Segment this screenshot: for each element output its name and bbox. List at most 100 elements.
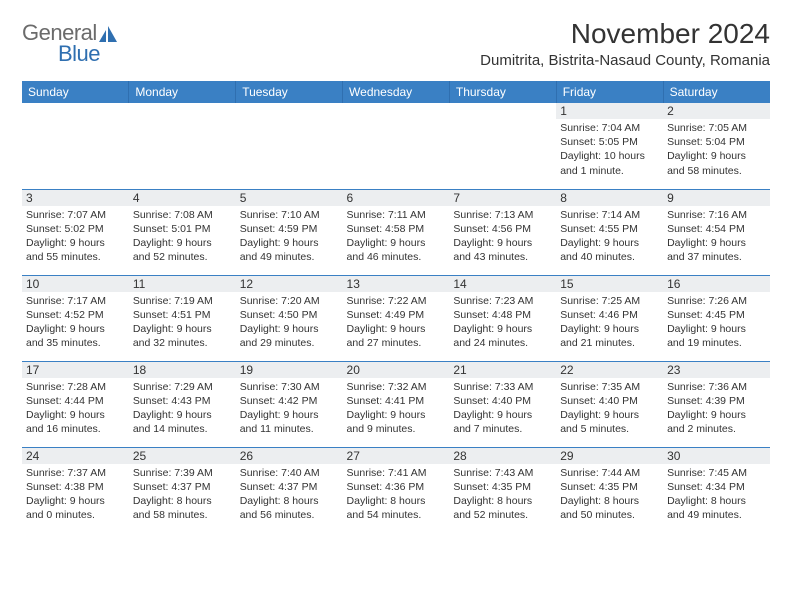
sunset-text: Sunset: 4:34 PM bbox=[667, 480, 766, 494]
day-number: 24 bbox=[22, 448, 129, 464]
day-info: Sunrise: 7:29 AMSunset: 4:43 PMDaylight:… bbox=[133, 380, 232, 437]
calendar-week: 10Sunrise: 7:17 AMSunset: 4:52 PMDayligh… bbox=[22, 275, 770, 361]
sunrise-text: Sunrise: 7:23 AM bbox=[453, 294, 552, 308]
daylight-text: Daylight: 8 hours and 56 minutes. bbox=[240, 494, 339, 522]
day-info: Sunrise: 7:14 AMSunset: 4:55 PMDaylight:… bbox=[560, 208, 659, 265]
calendar-day: 12Sunrise: 7:20 AMSunset: 4:50 PMDayligh… bbox=[236, 275, 343, 361]
calendar-day: 13Sunrise: 7:22 AMSunset: 4:49 PMDayligh… bbox=[343, 275, 450, 361]
calendar-day: 11Sunrise: 7:19 AMSunset: 4:51 PMDayligh… bbox=[129, 275, 236, 361]
sunset-text: Sunset: 5:02 PM bbox=[26, 222, 125, 236]
day-info: Sunrise: 7:32 AMSunset: 4:41 PMDaylight:… bbox=[347, 380, 446, 437]
daylight-text: Daylight: 8 hours and 54 minutes. bbox=[347, 494, 446, 522]
day-info: Sunrise: 7:30 AMSunset: 4:42 PMDaylight:… bbox=[240, 380, 339, 437]
calendar-day: 4Sunrise: 7:08 AMSunset: 5:01 PMDaylight… bbox=[129, 189, 236, 275]
day-number: 9 bbox=[663, 190, 770, 206]
brand-blue: Blue bbox=[58, 43, 100, 65]
day-number: 7 bbox=[449, 190, 556, 206]
sunset-text: Sunset: 4:55 PM bbox=[560, 222, 659, 236]
sunrise-text: Sunrise: 7:26 AM bbox=[667, 294, 766, 308]
calendar-day: 30Sunrise: 7:45 AMSunset: 4:34 PMDayligh… bbox=[663, 447, 770, 533]
sunset-text: Sunset: 4:46 PM bbox=[560, 308, 659, 322]
calendar-day: 26Sunrise: 7:40 AMSunset: 4:37 PMDayligh… bbox=[236, 447, 343, 533]
sunset-text: Sunset: 4:56 PM bbox=[453, 222, 552, 236]
sunset-text: Sunset: 4:43 PM bbox=[133, 394, 232, 408]
day-info: Sunrise: 7:11 AMSunset: 4:58 PMDaylight:… bbox=[347, 208, 446, 265]
calendar-day bbox=[449, 103, 556, 189]
day-number: 1 bbox=[556, 103, 663, 119]
calendar-week: 3Sunrise: 7:07 AMSunset: 5:02 PMDaylight… bbox=[22, 189, 770, 275]
sunrise-text: Sunrise: 7:11 AM bbox=[347, 208, 446, 222]
day-header: Monday bbox=[129, 81, 236, 103]
day-info: Sunrise: 7:45 AMSunset: 4:34 PMDaylight:… bbox=[667, 466, 766, 523]
sunset-text: Sunset: 4:37 PM bbox=[133, 480, 232, 494]
sunset-text: Sunset: 5:01 PM bbox=[133, 222, 232, 236]
sunrise-text: Sunrise: 7:36 AM bbox=[667, 380, 766, 394]
sunrise-text: Sunrise: 7:07 AM bbox=[26, 208, 125, 222]
day-info: Sunrise: 7:07 AMSunset: 5:02 PMDaylight:… bbox=[26, 208, 125, 265]
calendar-page: General Blue November 2024 Dumitrita, Bi… bbox=[0, 0, 792, 543]
sunrise-text: Sunrise: 7:35 AM bbox=[560, 380, 659, 394]
day-info: Sunrise: 7:05 AMSunset: 5:04 PMDaylight:… bbox=[667, 121, 766, 178]
day-number: 10 bbox=[22, 276, 129, 292]
calendar-day bbox=[22, 103, 129, 189]
header: General Blue November 2024 Dumitrita, Bi… bbox=[22, 18, 770, 75]
calendar-day bbox=[236, 103, 343, 189]
daylight-text: Daylight: 9 hours and 16 minutes. bbox=[26, 408, 125, 436]
day-info: Sunrise: 7:26 AMSunset: 4:45 PMDaylight:… bbox=[667, 294, 766, 351]
day-number: 3 bbox=[22, 190, 129, 206]
day-header: Tuesday bbox=[236, 81, 343, 103]
sunset-text: Sunset: 4:48 PM bbox=[453, 308, 552, 322]
sunrise-text: Sunrise: 7:05 AM bbox=[667, 121, 766, 135]
sunset-text: Sunset: 4:38 PM bbox=[26, 480, 125, 494]
calendar-day: 15Sunrise: 7:25 AMSunset: 4:46 PMDayligh… bbox=[556, 275, 663, 361]
day-info: Sunrise: 7:36 AMSunset: 4:39 PMDaylight:… bbox=[667, 380, 766, 437]
day-info: Sunrise: 7:28 AMSunset: 4:44 PMDaylight:… bbox=[26, 380, 125, 437]
day-number: 17 bbox=[22, 362, 129, 378]
sunset-text: Sunset: 4:52 PM bbox=[26, 308, 125, 322]
sunset-text: Sunset: 4:41 PM bbox=[347, 394, 446, 408]
day-info: Sunrise: 7:16 AMSunset: 4:54 PMDaylight:… bbox=[667, 208, 766, 265]
calendar-week: 17 Sunrise: 7:28 AMSunset: 4:44 PMDayligh… bbox=[22, 361, 770, 447]
sunrise-text: Sunrise: 7:10 AM bbox=[240, 208, 339, 222]
calendar-day: 14Sunrise: 7:23 AMSunset: 4:48 PMDayligh… bbox=[449, 275, 556, 361]
sunrise-text: Sunrise: 7:32 AM bbox=[347, 380, 446, 394]
day-info: Sunrise: 7:13 AMSunset: 4:56 PMDaylight:… bbox=[453, 208, 552, 265]
daylight-text: Daylight: 9 hours and 40 minutes. bbox=[560, 236, 659, 264]
daylight-text: Daylight: 8 hours and 52 minutes. bbox=[453, 494, 552, 522]
sunrise-text: Sunrise: 7:33 AM bbox=[453, 380, 552, 394]
daylight-text: Daylight: 9 hours and 21 minutes. bbox=[560, 322, 659, 350]
sunrise-text: Sunrise: 7:22 AM bbox=[347, 294, 446, 308]
sunset-text: Sunset: 4:54 PM bbox=[667, 222, 766, 236]
calendar-day: 5Sunrise: 7:10 AMSunset: 4:59 PMDaylight… bbox=[236, 189, 343, 275]
day-info: Sunrise: 7:37 AMSunset: 4:38 PMDaylight:… bbox=[26, 466, 125, 523]
day-info: Sunrise: 7:23 AMSunset: 4:48 PMDaylight:… bbox=[453, 294, 552, 351]
sunrise-text: Sunrise: 7:30 AM bbox=[240, 380, 339, 394]
day-info: Sunrise: 7:41 AMSunset: 4:36 PMDaylight:… bbox=[347, 466, 446, 523]
calendar-table: SundayMondayTuesdayWednesdayThursdayFrid… bbox=[22, 81, 770, 533]
day-number: 28 bbox=[449, 448, 556, 464]
sunset-text: Sunset: 5:05 PM bbox=[560, 135, 659, 149]
calendar-day: 27 Sunrise: 7:41 AMSunset: 4:36 PMDayligh… bbox=[343, 447, 450, 533]
day-info: Sunrise: 7:25 AMSunset: 4:46 PMDaylight:… bbox=[560, 294, 659, 351]
calendar-day: 3 Sunrise: 7:07 AMSunset: 5:02 PMDaylight… bbox=[22, 189, 129, 275]
sunset-text: Sunset: 5:04 PM bbox=[667, 135, 766, 149]
sunset-text: Sunset: 4:37 PM bbox=[240, 480, 339, 494]
day-number: 27 bbox=[343, 448, 450, 464]
calendar-day: 9 Sunrise: 7:16 AMSunset: 4:54 PMDaylight… bbox=[663, 189, 770, 275]
calendar-day: 28Sunrise: 7:43 AMSunset: 4:35 PMDayligh… bbox=[449, 447, 556, 533]
sunrise-text: Sunrise: 7:40 AM bbox=[240, 466, 339, 480]
daylight-text: Daylight: 9 hours and 49 minutes. bbox=[240, 236, 339, 264]
day-number: 16 bbox=[663, 276, 770, 292]
calendar-day: 22Sunrise: 7:35 AMSunset: 4:40 PMDayligh… bbox=[556, 361, 663, 447]
sunset-text: Sunset: 4:40 PM bbox=[453, 394, 552, 408]
sunset-text: Sunset: 4:50 PM bbox=[240, 308, 339, 322]
calendar-day: 10Sunrise: 7:17 AMSunset: 4:52 PMDayligh… bbox=[22, 275, 129, 361]
daylight-text: Daylight: 9 hours and 14 minutes. bbox=[133, 408, 232, 436]
calendar-day bbox=[343, 103, 450, 189]
calendar-day: 18Sunrise: 7:29 AMSunset: 4:43 PMDayligh… bbox=[129, 361, 236, 447]
sunrise-text: Sunrise: 7:25 AM bbox=[560, 294, 659, 308]
day-number: 22 bbox=[556, 362, 663, 378]
sunrise-text: Sunrise: 7:45 AM bbox=[667, 466, 766, 480]
day-number: 5 bbox=[236, 190, 343, 206]
day-number: 29 bbox=[556, 448, 663, 464]
